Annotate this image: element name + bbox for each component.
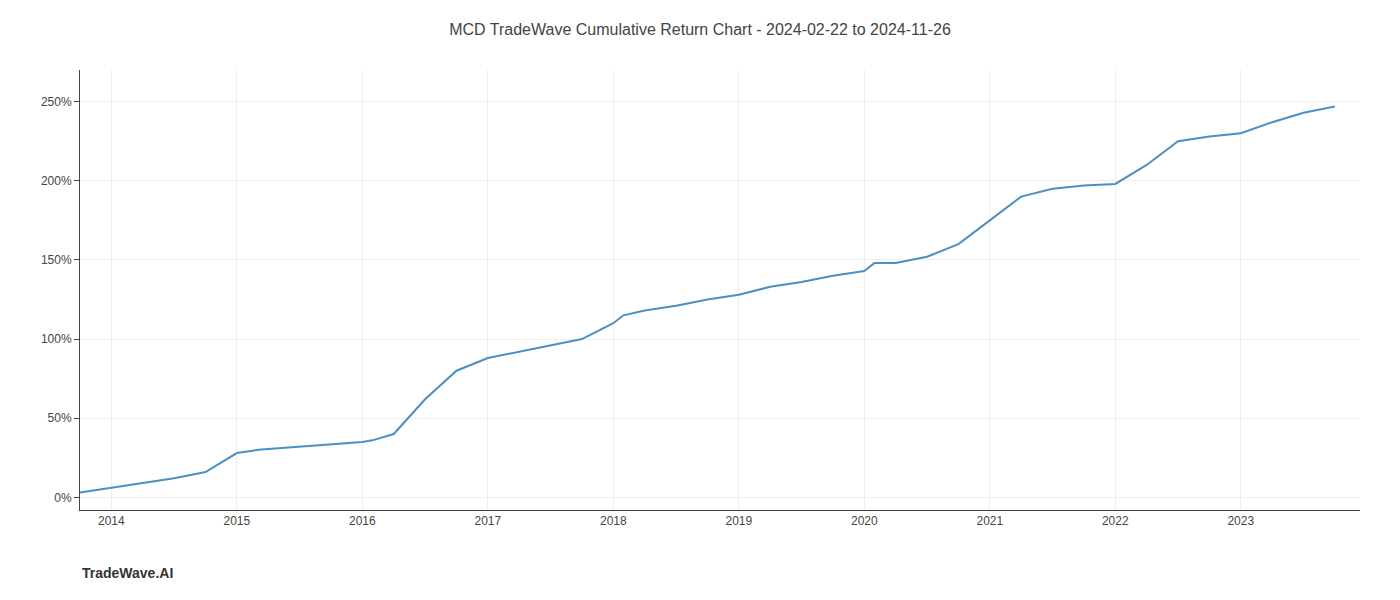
svg-text:50%: 50% xyxy=(48,411,72,425)
svg-text:200%: 200% xyxy=(41,174,72,188)
svg-text:2019: 2019 xyxy=(725,514,752,528)
svg-text:2021: 2021 xyxy=(976,514,1003,528)
svg-text:2020: 2020 xyxy=(851,514,878,528)
svg-text:150%: 150% xyxy=(41,253,72,267)
svg-text:250%: 250% xyxy=(41,95,72,109)
svg-text:100%: 100% xyxy=(41,332,72,346)
svg-text:TradeWave.AI: TradeWave.AI xyxy=(82,565,173,581)
svg-text:MCD TradeWave Cumulative Retur: MCD TradeWave Cumulative Return Chart - … xyxy=(449,21,951,38)
svg-text:2018: 2018 xyxy=(600,514,627,528)
svg-text:0%: 0% xyxy=(54,491,72,505)
svg-text:2015: 2015 xyxy=(224,514,251,528)
svg-text:2022: 2022 xyxy=(1102,514,1129,528)
svg-text:2014: 2014 xyxy=(98,514,125,528)
svg-text:2016: 2016 xyxy=(349,514,376,528)
svg-text:2017: 2017 xyxy=(474,514,501,528)
svg-text:2023: 2023 xyxy=(1227,514,1254,528)
